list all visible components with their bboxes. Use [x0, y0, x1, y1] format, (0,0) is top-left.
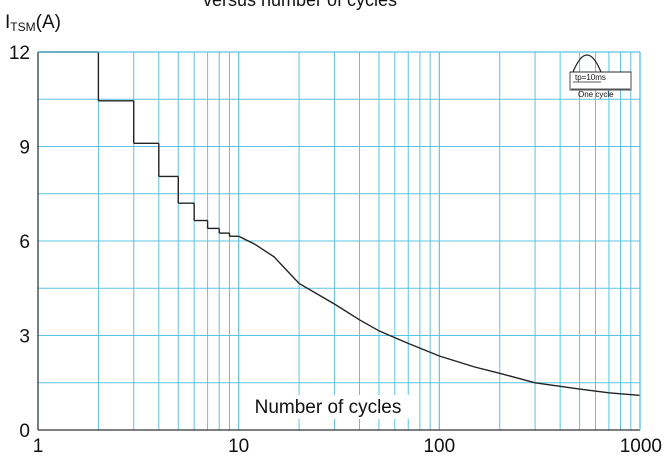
- x-axis-label-background: [242, 395, 414, 419]
- y-tick-label: 6: [19, 232, 30, 253]
- inset-tp-label: tp=10ms: [575, 73, 606, 82]
- x-tick-label: 1: [33, 436, 44, 457]
- tick-labels: 0 3 6 9 12 1 10 100 1000: [9, 43, 662, 457]
- chart-title: versus number of cycles: [203, 0, 397, 10]
- inset-cycle-label: One cycle: [578, 90, 614, 99]
- pulse-inset: tp=10ms One cycle: [569, 54, 632, 99]
- y-tick-label: 12: [9, 43, 30, 64]
- x-tick-label: 10: [228, 436, 249, 457]
- axes: [37, 51, 641, 431]
- x-tick-label: 100: [423, 436, 455, 457]
- y-tick-label: 0: [19, 421, 30, 442]
- data-curve-group: [38, 51, 641, 397]
- y-tick-label: 9: [19, 138, 30, 159]
- y-axis-label: ITSM(A): [5, 12, 61, 34]
- x-axis-label: Number of cycles: [255, 397, 402, 418]
- half-sine-pulse-icon: [572, 54, 602, 73]
- grid-lines: [37, 52, 641, 430]
- decay-curve-line: [238, 235, 641, 397]
- x-tick-label: 1000: [620, 436, 662, 457]
- y-tick-label: 3: [19, 327, 30, 348]
